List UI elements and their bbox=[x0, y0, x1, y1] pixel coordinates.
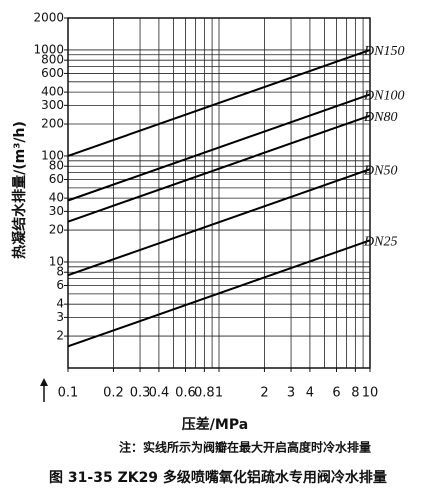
y-tick-label: 800 bbox=[41, 53, 64, 67]
x-tick-label: 0.6 bbox=[175, 386, 196, 401]
x-tick-label: 10 bbox=[362, 386, 379, 401]
y-tick-label: 80 bbox=[49, 159, 64, 173]
x-tick-label: 0.2 bbox=[103, 386, 124, 401]
x-tick-label: 1 bbox=[215, 386, 223, 401]
y-axis-label: 热凝结水排量/(m³/h) bbox=[11, 121, 28, 259]
x-tick-label: 2 bbox=[260, 386, 268, 401]
y-tick-label: 8 bbox=[56, 265, 64, 279]
y-tick-label: 1000 bbox=[33, 42, 64, 56]
x-tick-label: 3 bbox=[287, 386, 295, 401]
y-tick-label: 40 bbox=[49, 191, 64, 205]
series-label: DN50 bbox=[363, 163, 397, 178]
series-line bbox=[67, 239, 371, 348]
x-tick-label: 8 bbox=[351, 386, 359, 401]
y-tick-label: 3 bbox=[56, 310, 64, 324]
y-tick-label: 200 bbox=[41, 117, 64, 131]
x-tick-label: 4 bbox=[306, 386, 314, 401]
y-tick-label: 60 bbox=[49, 172, 64, 186]
y-tick-label: 6 bbox=[56, 278, 64, 292]
y-tick-label: 4 bbox=[56, 297, 64, 311]
y-tick-label: 100 bbox=[41, 148, 64, 162]
x-tick-label: 0.8 bbox=[194, 386, 215, 401]
series-line bbox=[67, 93, 371, 202]
x-tick-label: 6 bbox=[332, 386, 340, 401]
x-tick-label: 0.1 bbox=[58, 386, 79, 401]
series-label: DN150 bbox=[363, 44, 404, 59]
series-line bbox=[67, 114, 371, 223]
note: 注：实线所示为阀瓣在最大开启高度时冷水排量 bbox=[119, 440, 371, 455]
series-label: DN100 bbox=[363, 89, 404, 104]
y-tick-label: 30 bbox=[49, 204, 64, 218]
y-tick-label: 400 bbox=[41, 85, 64, 99]
y-tick-label: 10 bbox=[49, 254, 64, 268]
x-axis-label: 压差/MPa bbox=[182, 416, 248, 433]
y-tick-label: 2000 bbox=[33, 11, 64, 25]
y-tick-label: 600 bbox=[41, 66, 64, 80]
y-tick-label: 20 bbox=[49, 223, 64, 237]
series-line bbox=[67, 48, 371, 157]
series-line bbox=[67, 168, 371, 277]
series-label: DN25 bbox=[363, 235, 397, 250]
series-label: DN80 bbox=[363, 110, 397, 125]
x-tick-label: 0.4 bbox=[149, 386, 170, 401]
x-tick-label: 0.3 bbox=[130, 386, 151, 401]
y-tick-label: 300 bbox=[41, 98, 64, 112]
caption: 图 31-35 ZK29 多级喷嘴氧化铝疏水专用阀冷水排量 bbox=[49, 469, 387, 486]
y-tick-label: 2 bbox=[56, 329, 64, 343]
arrow bbox=[40, 378, 48, 402]
